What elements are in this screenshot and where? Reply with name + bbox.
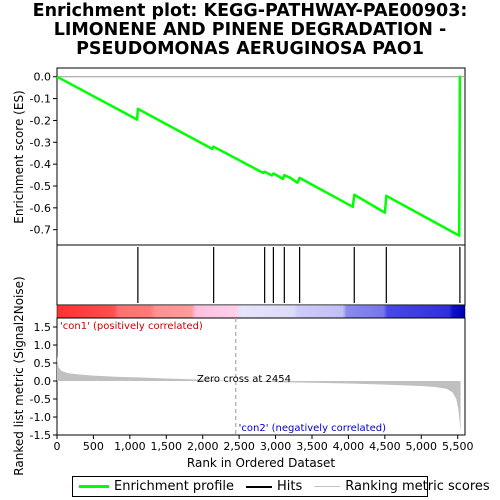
legend-item-hits: Hits (246, 479, 302, 494)
metric-y-tick-label: 0.0 (34, 375, 52, 388)
metric-y-tick-label: -1.0 (30, 411, 51, 424)
legend-swatch-enrichment (79, 485, 109, 488)
x-tick-label: 1,000 (114, 440, 146, 453)
hits-group (137, 247, 461, 303)
es-y-tick-label: -0.2 (30, 114, 51, 127)
es-y-tick-label: -0.4 (30, 158, 51, 171)
metric-y-tick-label: 1.0 (34, 339, 52, 352)
positive-correlation-label: 'con1' (positively correlated) (60, 321, 203, 332)
es-y-tick-label: -0.1 (30, 93, 51, 106)
legend-swatch-hits (246, 485, 272, 488)
metric-y-tick-label: -1.5 (30, 429, 51, 442)
es-y-tick-label: -0.3 (30, 136, 51, 149)
legend-label-enrichment: Enrichment profile (114, 479, 234, 494)
title-line-1: Enrichment plot: KEGG-PATHWAY-PAE00903: (32, 1, 468, 21)
chart-title: Enrichment plot: KEGG-PATHWAY-PAE00903: … (0, 2, 500, 59)
metric-panel-frame (56, 317, 466, 436)
legend-swatch-ranking (314, 486, 341, 487)
x-tick-label: 500 (83, 440, 104, 453)
x-tick-label: 2,000 (187, 440, 219, 453)
es-panel-frame (56, 67, 466, 246)
es-y-tick-label: -0.6 (30, 202, 51, 215)
es-y-axis: 0.0 -0.1 -0.2 -0.3 -0.4 -0.5 -0.6 -0.7 (30, 71, 57, 237)
es-y-tick-label: 0.0 (34, 71, 52, 84)
x-tick-label: 5,500 (442, 440, 474, 453)
x-axis-label: Rank in Ordered Dataset (187, 456, 335, 470)
x-tick-label: 4,000 (333, 440, 365, 453)
metric-y-axis: 1.5 1.0 0.5 0.0 -0.5 -1.0 -1.5 (30, 321, 57, 442)
metric-y-tick-label: 0.5 (34, 357, 52, 370)
negative-correlation-label: 'con2' (negatively correlated) (239, 423, 386, 434)
title-line-3: PSEUDOMONAS AERUGINOSA PAO1 (76, 39, 424, 59)
metric-y-tick-label: 1.5 (34, 321, 52, 334)
hits-panel-frame (56, 244, 466, 306)
rank-color-bar (56, 304, 466, 319)
x-tick-label: 2,500 (223, 440, 255, 453)
es-y-tick-label: -0.7 (30, 224, 51, 237)
x-tick-label: 4,500 (369, 440, 401, 453)
es-y-tick-label: -0.5 (30, 180, 51, 193)
legend: Enrichment profile Hits Ranking metric s… (72, 476, 490, 497)
x-tick-label: 5,000 (406, 440, 438, 453)
legend-label-ranking: Ranking metric scores (345, 479, 490, 494)
legend-label-hits: Hits (277, 479, 303, 494)
x-tick-label: 3,000 (260, 440, 292, 453)
metric-y-tick-label: -0.5 (30, 393, 51, 406)
x-tick-label: 0 (54, 440, 61, 453)
x-axis: 0 500 1,000 1,500 2,000 2,500 3,000 3,500 4,000 4… (54, 435, 474, 453)
x-tick-label: 1,500 (151, 440, 183, 453)
metric-y-axis-label: Ranked list metric (Signal2Noise) (12, 276, 26, 475)
es-y-axis-label: Enrichment score (ES) (12, 90, 26, 223)
legend-item-enrichment: Enrichment profile (79, 479, 234, 494)
legend-item-ranking: Ranking metric scores (314, 479, 490, 494)
enrichment-profile-line (56, 75, 462, 237)
title-line-2: LIMONENE AND PINENE DEGRADATION - (53, 20, 447, 40)
x-tick-label: 3,500 (296, 440, 328, 453)
zero-cross-label: Zero cross at 2454 (197, 374, 291, 385)
